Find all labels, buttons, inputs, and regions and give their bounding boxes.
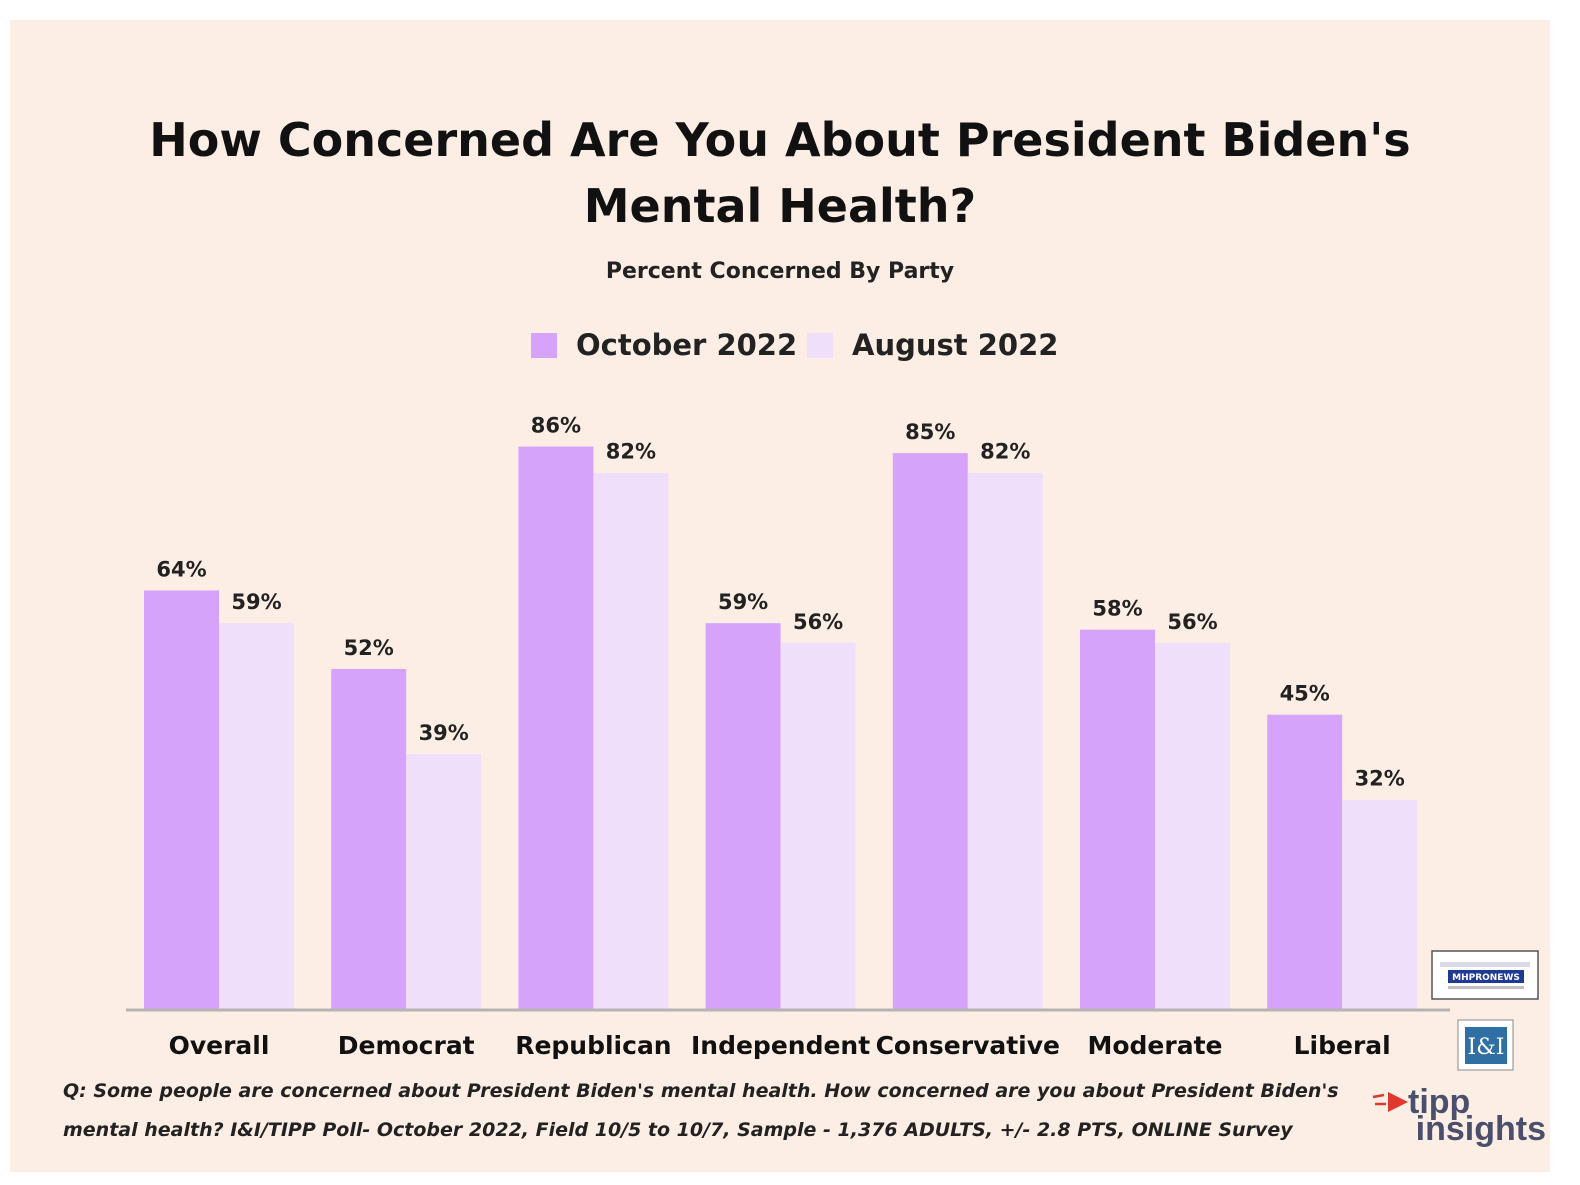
category-label-moderate: Moderate <box>1087 1031 1222 1060</box>
chart-subtitle: Percent Concerned By Party <box>606 259 954 284</box>
tipp-arrow-icon <box>1388 1092 1408 1112</box>
footnote-line1: Q: Some people are concerned about Presi… <box>63 1080 1339 1102</box>
category-label-liberal: Liberal <box>1294 1031 1391 1060</box>
value-label-conservative-august: 82% <box>980 440 1030 464</box>
category-label-democrat: Democrat <box>338 1031 475 1060</box>
tipp-logo-line2: insights <box>1416 1110 1546 1148</box>
value-label-independent-august: 56% <box>793 610 843 634</box>
bar-liberal-october <box>1267 714 1343 1009</box>
value-label-overall-august: 59% <box>231 590 281 614</box>
bar-conservative-august <box>967 472 1043 1010</box>
value-label-moderate-august: 56% <box>1167 610 1217 634</box>
value-label-republican-august: 82% <box>606 440 656 464</box>
value-label-independent-october: 59% <box>718 590 768 614</box>
bar-conservative-october <box>892 453 968 1010</box>
mhpronews-logo: MHPRONEWS <box>1431 950 1539 1000</box>
chart-panel: How Concerned Are You About President Bi… <box>10 20 1550 1172</box>
ii-badge: I&I <box>1457 1019 1514 1071</box>
value-label-overall-october: 64% <box>156 557 206 581</box>
bar-independent-october <box>705 623 781 1009</box>
bar-democrat-october <box>331 668 407 1009</box>
bar-independent-august <box>780 642 856 1009</box>
legend-swatch-august <box>807 333 833 358</box>
value-label-moderate-october: 58% <box>1092 597 1142 621</box>
value-label-republican-october: 86% <box>531 414 581 438</box>
value-label-democrat-august: 39% <box>419 721 469 745</box>
bar-overall-october <box>144 590 219 1009</box>
bar-democrat-august <box>406 753 482 1009</box>
tipp-insights-logo: tipp insights <box>1372 1083 1546 1148</box>
value-label-democrat-october: 52% <box>344 636 394 660</box>
legend: October 2022 August 2022 <box>531 328 1058 362</box>
bar-moderate-october <box>1080 629 1155 1009</box>
bar-republican-october <box>518 446 594 1009</box>
chart-title-line2: Mental Health? <box>584 179 976 233</box>
value-label-conservative-october: 85% <box>905 420 955 444</box>
category-labels: Overall Democrat Republican Independent Cons… <box>169 1031 1391 1060</box>
category-label-conservative: Conservative <box>876 1031 1060 1060</box>
bars-layer: 64% 59% 52% 39% 86% 82% 59% 56% 85% 82% 58% 56% 45% 3… <box>144 414 1418 1010</box>
bar-republican-august <box>593 472 669 1010</box>
category-label-independent: Independent <box>691 1031 870 1060</box>
bar-moderate-august <box>1155 642 1230 1009</box>
chart-title-line1: How Concerned Are You About President Bi… <box>149 113 1410 167</box>
mhpronews-text: MHPRONEWS <box>1452 973 1520 983</box>
legend-label-august: August 2022 <box>852 328 1058 362</box>
legend-swatch-october <box>531 333 557 358</box>
bar-liberal-august <box>1342 799 1418 1009</box>
value-label-liberal-august: 32% <box>1355 767 1405 791</box>
category-label-republican: Republican <box>515 1031 671 1060</box>
footnote-line2: mental health? I&I/TIPP Poll- October 20… <box>63 1119 1294 1141</box>
bar-overall-august <box>219 623 294 1009</box>
value-label-liberal-october: 45% <box>1280 682 1330 706</box>
chart-svg: How Concerned Are You About President Bi… <box>63 113 1546 1148</box>
category-label-overall: Overall <box>169 1031 270 1060</box>
ii-badge-text: I&I <box>1468 1035 1505 1060</box>
tipp-logo-line1: tipp <box>1408 1083 1470 1121</box>
legend-label-october: October 2022 <box>576 328 797 362</box>
